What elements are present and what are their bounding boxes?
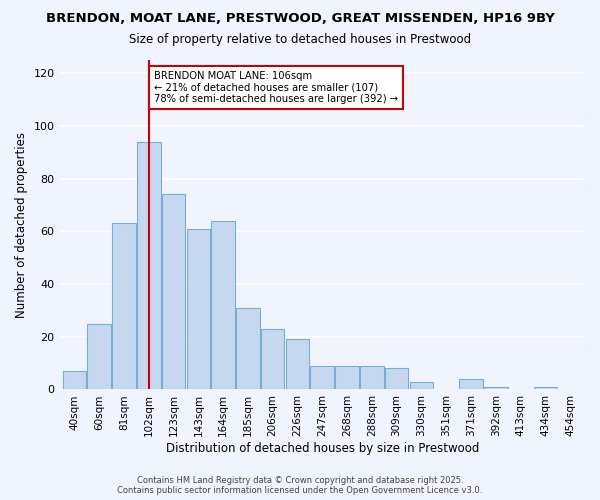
Bar <box>310 366 334 390</box>
Bar <box>459 379 483 390</box>
Bar <box>112 224 136 390</box>
Bar <box>236 308 260 390</box>
Text: Size of property relative to detached houses in Prestwood: Size of property relative to detached ho… <box>129 32 471 46</box>
X-axis label: Distribution of detached houses by size in Prestwood: Distribution of detached houses by size … <box>166 442 479 455</box>
Text: BRENDON MOAT LANE: 106sqm
← 21% of detached houses are smaller (107)
78% of semi: BRENDON MOAT LANE: 106sqm ← 21% of detac… <box>154 70 398 104</box>
Bar <box>211 221 235 390</box>
Text: Contains HM Land Registry data © Crown copyright and database right 2025.
Contai: Contains HM Land Registry data © Crown c… <box>118 476 482 495</box>
Bar <box>261 329 284 390</box>
Bar <box>187 228 210 390</box>
Bar <box>137 142 161 390</box>
Bar <box>162 194 185 390</box>
Bar <box>410 382 433 390</box>
Bar <box>484 387 508 390</box>
Y-axis label: Number of detached properties: Number of detached properties <box>15 132 28 318</box>
Bar <box>62 371 86 390</box>
Bar <box>88 324 111 390</box>
Bar <box>335 366 359 390</box>
Bar <box>286 340 309 390</box>
Bar <box>385 368 409 390</box>
Text: BRENDON, MOAT LANE, PRESTWOOD, GREAT MISSENDEN, HP16 9BY: BRENDON, MOAT LANE, PRESTWOOD, GREAT MIS… <box>46 12 554 26</box>
Bar <box>533 387 557 390</box>
Bar <box>360 366 383 390</box>
